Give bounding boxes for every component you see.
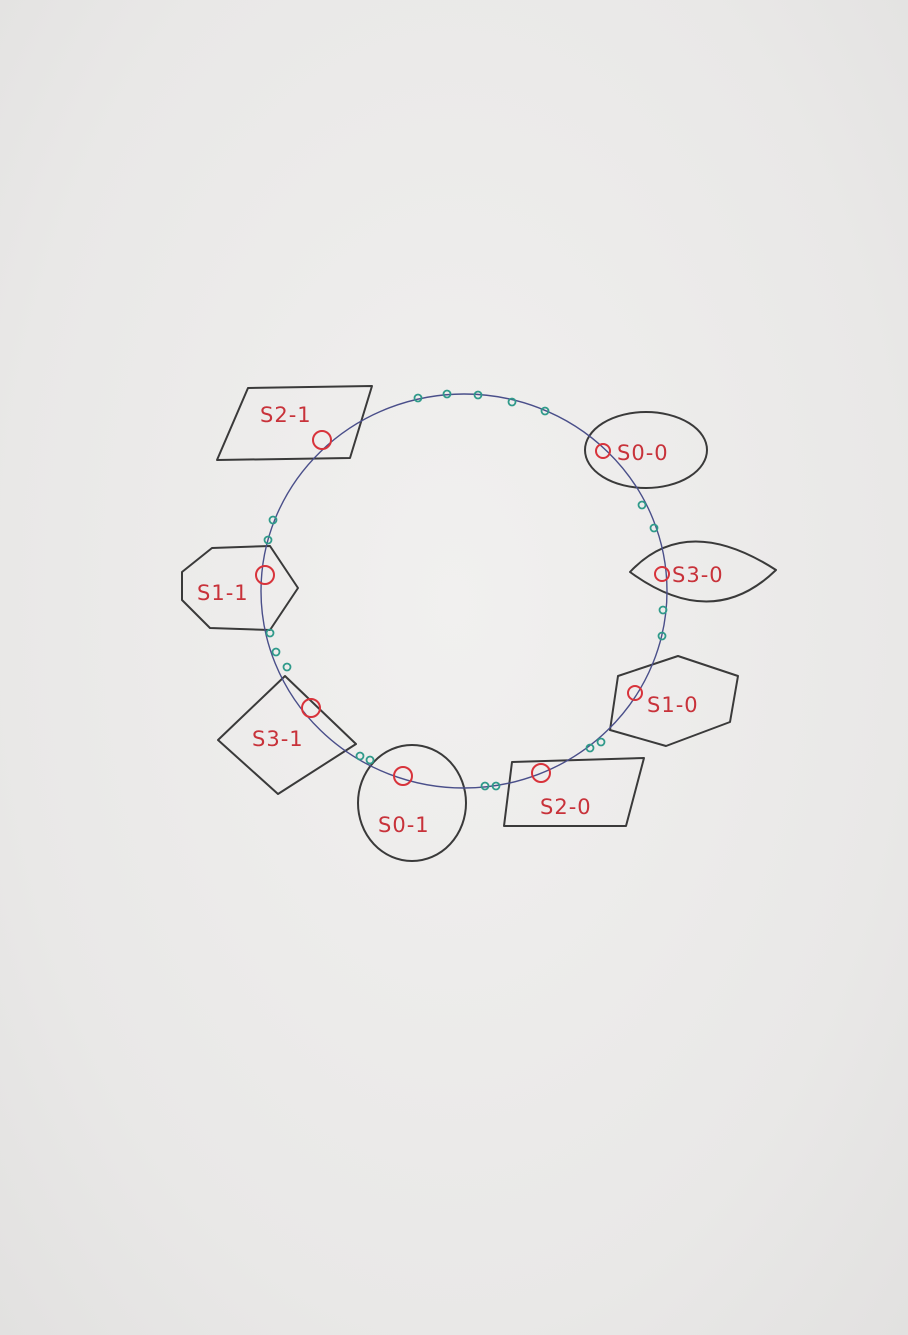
key-marker: [282, 662, 292, 672]
vnode-s3-1: [301, 698, 321, 718]
vnode-s1-0: [627, 685, 643, 701]
key-marker: [473, 390, 483, 400]
shape-s2-0: [503, 757, 645, 827]
node-shapes: [181, 385, 777, 862]
key-marker: [658, 605, 668, 615]
label-s3-0: S3-0: [672, 563, 724, 587]
key-marker: [265, 628, 275, 638]
shape-s0-0: [584, 411, 708, 489]
key-marker: [268, 515, 278, 525]
shape-s2-1: [216, 385, 373, 461]
vnode-s2-1: [312, 430, 332, 450]
label-s2-0: S2-0: [540, 795, 592, 819]
vnode-s0-1: [393, 766, 413, 786]
key-marker: [355, 751, 365, 761]
shape-s1-0: [609, 655, 739, 747]
shape-s3-0: [629, 540, 777, 603]
shape-s1-1: [181, 545, 299, 631]
key-marker: [507, 397, 517, 407]
vnode-s0-0: [595, 443, 611, 459]
label-s3-1: S3-1: [252, 727, 304, 751]
key-marker: [442, 389, 452, 399]
label-s0-1: S0-1: [378, 813, 430, 837]
key-marker: [637, 500, 647, 510]
key-marker: [271, 647, 281, 657]
key-marker: [596, 737, 606, 747]
label-s2-1: S2-1: [260, 403, 312, 427]
hash-ring: [260, 393, 668, 789]
key-marker: [657, 631, 667, 641]
label-s0-0: S0-0: [617, 441, 669, 465]
vnode-s1-1: [255, 565, 275, 585]
key-marker: [365, 755, 375, 765]
vnode-s2-0: [531, 763, 551, 783]
vnode-s3-0: [654, 566, 670, 582]
label-s1-0: S1-0: [647, 693, 699, 717]
label-s1-1: S1-1: [197, 581, 249, 605]
key-marker: [649, 523, 659, 533]
key-markers: [263, 389, 668, 791]
node-labels: S0-0 S3-0 S1-0 S2-0 S0-1 S3-1 S1-1 S2-1: [197, 403, 724, 837]
key-marker: [263, 535, 273, 545]
key-marker: [491, 781, 501, 791]
shape-s3-1: [217, 675, 357, 795]
key-marker: [540, 406, 550, 416]
key-marker: [585, 743, 595, 753]
shape-s0-1: [357, 744, 467, 862]
key-marker: [480, 781, 490, 791]
virtual-nodes: [255, 430, 670, 786]
key-marker: [413, 393, 423, 403]
